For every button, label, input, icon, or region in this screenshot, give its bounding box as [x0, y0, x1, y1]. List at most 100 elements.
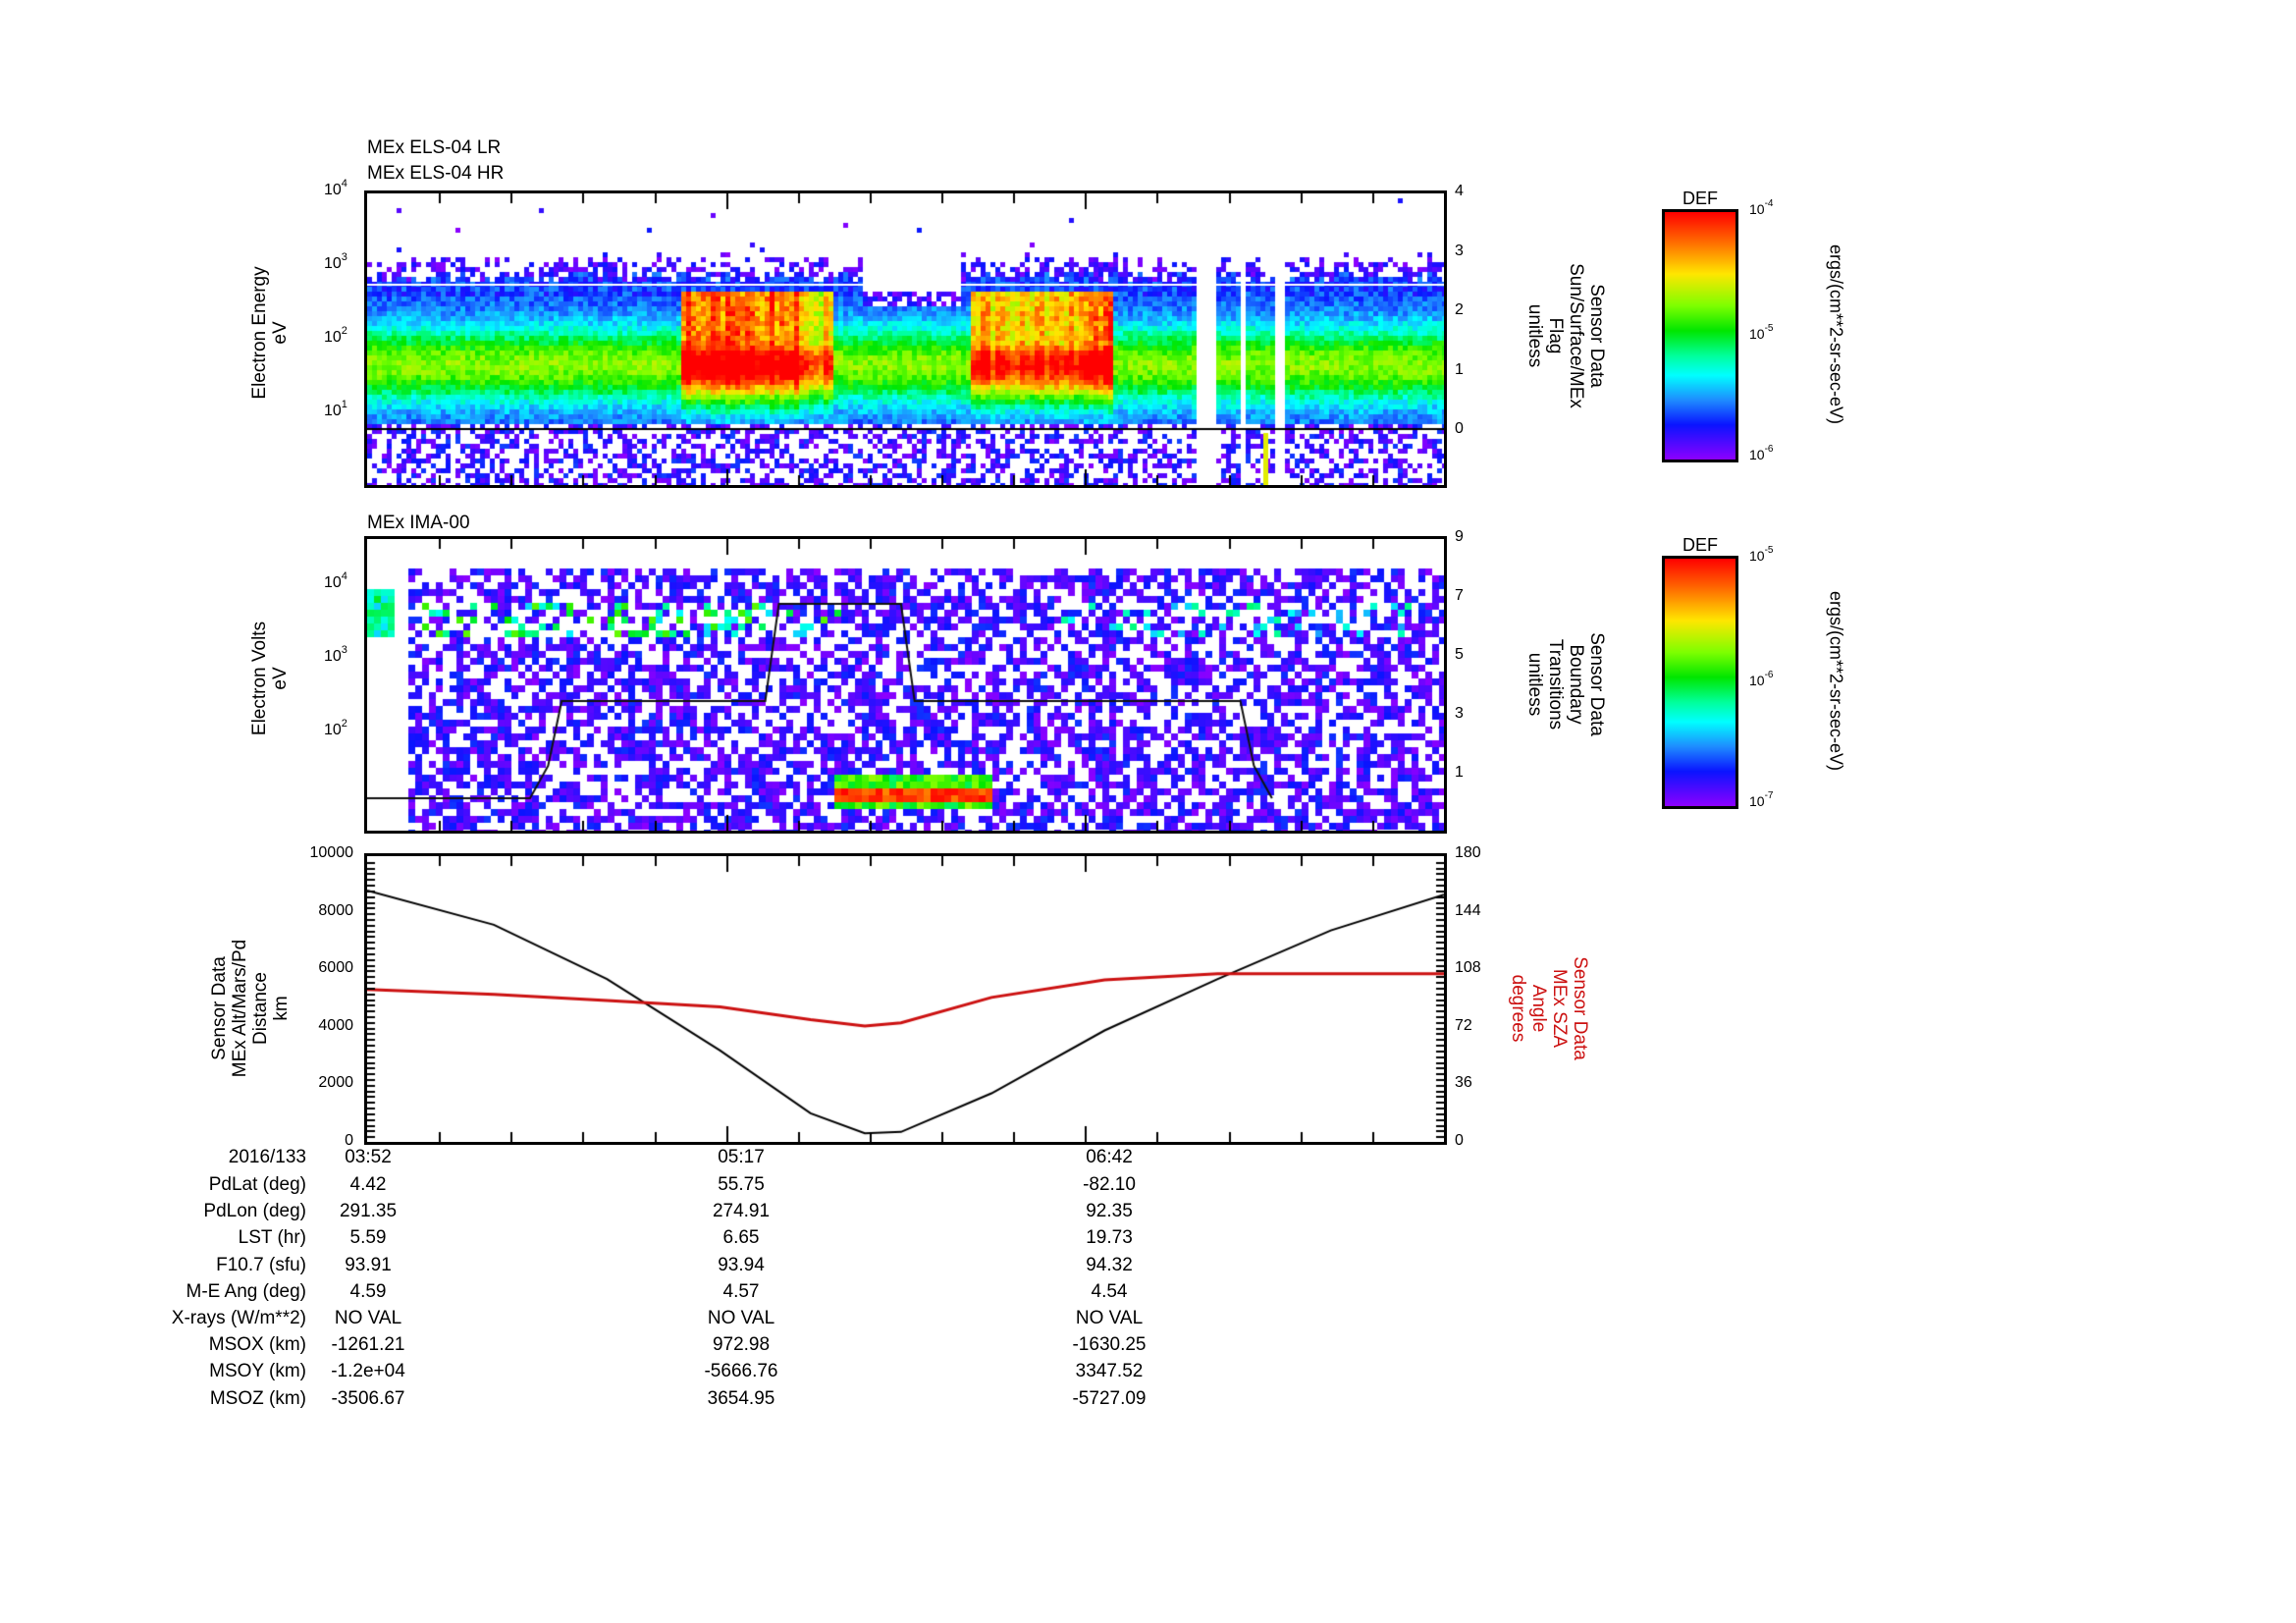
axis-label-line: eV: [270, 321, 291, 345]
colorbar2: [1662, 556, 1738, 809]
axis-tick-label: 0: [345, 1132, 353, 1149]
ephemeris-row-value: -1.2e+04: [331, 1361, 405, 1382]
colorbar2-tick-min: 10-7: [1749, 790, 1774, 809]
colorbar1: [1662, 209, 1738, 462]
axis-tick-label: 6000: [318, 959, 353, 977]
ephemeris-row-value: 291.35: [339, 1201, 398, 1222]
axis-label-line: km: [271, 996, 292, 1021]
colorbar1-tick-min: 10-6: [1749, 444, 1774, 462]
panel2-right-axis-label: Sensor Data Boundary Transitions unitles…: [1524, 567, 1607, 802]
axis-tick-label: 103: [324, 251, 347, 272]
ephemeris-row-value: 3654.95: [707, 1387, 775, 1409]
ephemeris-row-value: 94.32: [1086, 1254, 1133, 1275]
panel3-left-axis-label: Sensor Data MEx Alt/Mars/Pd Distance km: [209, 881, 292, 1136]
ephemeris-row-value: NO VAL: [1075, 1308, 1144, 1328]
axis-label-line: Distance: [250, 972, 271, 1045]
axis-tick-label: 104: [324, 178, 347, 198]
axis-tick-label: 1: [1455, 764, 1464, 781]
axis-label-line: MEx SZA: [1549, 968, 1570, 1049]
ephemeris-row-value: NO VAL: [707, 1308, 775, 1328]
axis-tick-label: 2000: [318, 1074, 353, 1092]
axis-label-line: Sensor Data: [209, 956, 230, 1060]
colorbar1-units: ergs/(cm**2-sr-sec-eV): [1826, 243, 1846, 425]
axis-label-line: Sun/Surface/MEx: [1566, 263, 1586, 408]
axis-tick-label: 10000: [309, 844, 354, 861]
ephemeris-row-value: NO VAL: [334, 1308, 402, 1328]
time-tick-3: 06:42: [1086, 1147, 1133, 1167]
axis-tick-label: 144: [1455, 901, 1481, 919]
ephemeris-row-label: MSOX (km): [208, 1334, 306, 1356]
ephemeris-row-label: F10.7 (sfu): [216, 1254, 306, 1275]
ephemeris-row-value: 3347.52: [1075, 1361, 1144, 1382]
axis-label-line: Transitions: [1545, 638, 1566, 730]
ephemeris-row-value: 4.42: [349, 1174, 387, 1195]
panel3-right-axis-label: Sensor Data MEx SZA Angle degrees: [1508, 891, 1590, 1126]
ephemeris-row-value: -1261.21: [331, 1334, 405, 1356]
time-tick-1: 03:52: [345, 1147, 392, 1167]
axis-tick-label: 9: [1455, 528, 1464, 545]
ephemeris-row-value: -1630.25: [1072, 1334, 1147, 1356]
electron-spectrogram-panel: [364, 190, 1447, 488]
colorbar2-title: DEF: [1682, 535, 1718, 555]
axis-tick-label: 8000: [318, 901, 353, 919]
axis-tick-label: 103: [324, 644, 347, 665]
axis-tick-label: 0: [1455, 1132, 1464, 1149]
ephemeris-row-value: 4.54: [1091, 1280, 1128, 1302]
ephemeris-row-value: -82.10: [1083, 1174, 1136, 1195]
ion-spectrogram-canvas: [367, 539, 1444, 831]
axis-label-line: eV: [270, 667, 291, 690]
ion-spectrogram-panel: [364, 536, 1447, 834]
ephemeris-row-label: MSOY (km): [209, 1361, 306, 1382]
ephemeris-row-value: 4.59: [349, 1280, 387, 1302]
axis-tick-label: 5: [1455, 646, 1464, 663]
axis-label-line: Angle: [1528, 984, 1549, 1033]
ephemeris-row-label: LST (hr): [238, 1227, 306, 1249]
axis-label-line: degrees: [1508, 974, 1528, 1043]
ephemeris-row-label: M-E Ang (deg): [186, 1280, 307, 1302]
axis-tick-label: 2: [1455, 301, 1464, 318]
ephemeris-row-value: 5.59: [349, 1227, 387, 1249]
axis-label-line: Electron Energy: [249, 266, 270, 400]
axis-tick-label: 180: [1455, 844, 1481, 861]
axis-tick-label: 36: [1455, 1074, 1472, 1092]
axis-tick-label: 108: [1455, 959, 1481, 977]
axis-label-line: Electron Volts: [249, 621, 270, 736]
axis-tick-label: 4: [1455, 183, 1464, 199]
ephemeris-row-value: 55.75: [718, 1174, 765, 1195]
axis-tick-label: 104: [324, 570, 347, 591]
ephemeris-row-label: X-rays (W/m**2): [171, 1308, 306, 1328]
date-label: 2016/133: [228, 1147, 306, 1167]
colorbar1-title: DEF: [1682, 189, 1718, 208]
electron-spectrogram-canvas: [367, 193, 1444, 485]
ephemeris-row-value: 972.98: [712, 1334, 771, 1356]
axis-tick-label: 3: [1455, 242, 1464, 259]
ephemeris-row-value: 19.73: [1086, 1227, 1133, 1249]
axis-tick-label: 101: [324, 399, 347, 419]
panel1-title-hr: MEx ELS-04 HR: [367, 163, 505, 184]
colorbar1-tick-max: 10-4: [1749, 198, 1774, 217]
axis-label-line: Sensor Data: [1586, 284, 1607, 388]
axis-tick-label: 72: [1455, 1016, 1472, 1034]
axis-tick-label: 1: [1455, 360, 1464, 378]
axis-label-line: Sensor Data: [1570, 956, 1590, 1060]
axis-tick-label: 102: [324, 718, 347, 738]
colorbar2-units: ergs/(cm**2-sr-sec-eV): [1826, 590, 1846, 772]
axis-tick-label: 3: [1455, 705, 1464, 722]
panel1-left-axis-label: Electron Energy eV: [249, 235, 291, 431]
panel2-left-axis-label: Electron Volts eV: [249, 580, 291, 777]
ephemeris-row-label: MSOZ (km): [209, 1387, 306, 1409]
ephemeris-row-value: -3506.67: [331, 1387, 405, 1409]
ephemeris-row-value: 274.91: [712, 1201, 771, 1222]
colorbar1-tick-mid: 10-5: [1749, 323, 1774, 342]
ephemeris-row-value: 6.65: [722, 1227, 760, 1249]
axis-label-line: unitless: [1524, 303, 1545, 368]
ephemeris-row-value: 93.91: [345, 1254, 392, 1275]
panel2-title: MEx IMA-00: [367, 513, 470, 533]
ephemeris-row-value: 93.94: [718, 1254, 765, 1275]
ephemeris-row-label: PdLon (deg): [203, 1201, 306, 1222]
axis-tick-label: 7: [1455, 587, 1464, 604]
ephemeris-row-value: -5666.76: [704, 1361, 778, 1382]
axis-tick-label: 102: [324, 325, 347, 346]
orbit-line-canvas: [367, 856, 1444, 1142]
ephemeris-row-value: 92.35: [1086, 1201, 1133, 1222]
